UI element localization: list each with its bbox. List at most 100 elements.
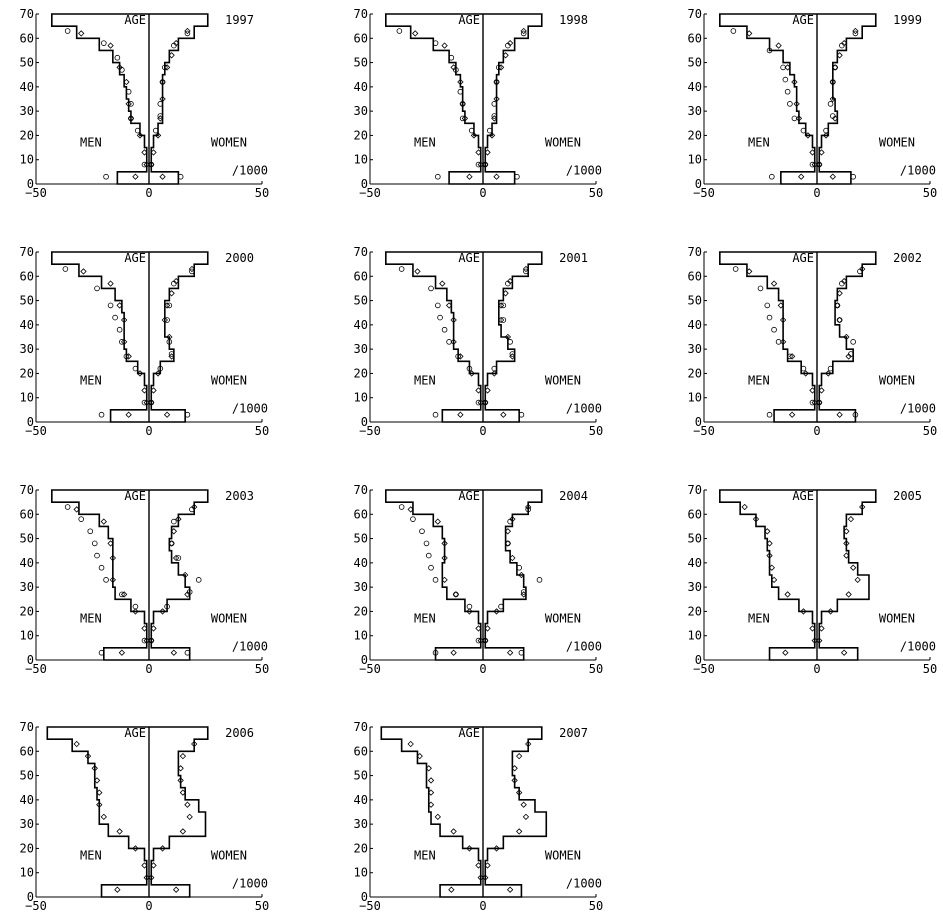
diamond-marker [466, 608, 473, 615]
circle-marker [434, 302, 441, 309]
diamond-marker [484, 862, 491, 869]
diamond-marker [518, 571, 525, 579]
y-tick-label: 10 [354, 153, 368, 167]
unit-label: /1000 [900, 639, 936, 653]
circle-marker [134, 127, 141, 134]
circle-marker [730, 28, 737, 34]
unit-label: /1000 [566, 639, 602, 653]
x-tick-label: 0 [479, 424, 486, 438]
age-label: AGE [458, 726, 480, 740]
x-tick-label: −50 [25, 186, 47, 200]
circle-marker [491, 101, 498, 107]
y-tick-label: 10 [688, 629, 702, 643]
diamond-marker [520, 801, 527, 808]
circle-marker [764, 302, 771, 309]
diamond-marker [434, 813, 441, 821]
diamond-marker [407, 740, 414, 748]
circle-marker [157, 113, 164, 119]
y-tick-label: 30 [20, 342, 34, 356]
y-tick-label: 60 [354, 744, 368, 758]
circle-marker [475, 161, 482, 168]
diamond-marker [120, 338, 128, 346]
diamond-marker [836, 290, 843, 297]
diamond-marker [148, 637, 155, 644]
diamond-marker [450, 338, 457, 346]
diamond-marker [843, 528, 850, 535]
diamond-marker [818, 149, 825, 156]
diamond-marker [143, 161, 150, 168]
unit-label: /1000 [232, 876, 268, 890]
x-tick-label: 50 [255, 662, 269, 676]
diamond-marker [849, 564, 857, 571]
diamond-marker [500, 411, 507, 418]
diamond-marker [497, 316, 505, 324]
circle-marker [396, 28, 403, 34]
circle-marker [116, 326, 123, 333]
y-tick-label: 0 [361, 415, 368, 429]
diamond-marker [822, 132, 830, 139]
circle-marker [459, 115, 466, 122]
year-label: 1999 [893, 13, 922, 27]
diamond-marker [816, 637, 823, 644]
circle-marker [766, 314, 773, 321]
diamond-marker [470, 132, 478, 139]
diamond-marker [811, 161, 818, 168]
diamond-marker [168, 290, 175, 297]
diamond-marker [170, 649, 178, 656]
diamond-marker [141, 625, 148, 632]
diamond-marker [96, 801, 103, 808]
diamond-marker [441, 540, 448, 547]
men-step-line [380, 726, 483, 898]
diamond-marker [114, 886, 121, 893]
diamond-marker [777, 302, 785, 309]
circle-marker [809, 399, 816, 406]
circle-marker [189, 268, 195, 275]
diamond-marker [515, 789, 523, 796]
y-tick-label: 10 [20, 391, 34, 405]
diamond-marker [172, 39, 180, 47]
diamond-marker [161, 316, 168, 324]
women-step-line [483, 13, 543, 185]
circle-marker [536, 577, 543, 583]
unit-label: /1000 [900, 401, 936, 415]
circle-marker [410, 516, 416, 522]
y-tick-label: 70 [354, 720, 368, 734]
y-tick-label: 50 [20, 769, 34, 783]
circle-marker [516, 564, 522, 571]
women-step-line [483, 489, 543, 661]
diamond-marker [509, 515, 516, 523]
diamond-marker [779, 338, 787, 346]
y-tick-label: 70 [20, 7, 34, 21]
circle-marker [500, 302, 507, 309]
men-step-line [51, 13, 149, 185]
circle-marker [432, 40, 439, 46]
men-step-line [46, 726, 149, 898]
circle-marker [123, 353, 130, 360]
year-label: 2004 [559, 489, 588, 503]
age-label: AGE [792, 251, 814, 265]
year-label: 2007 [559, 726, 588, 740]
circle-marker [132, 365, 139, 372]
diamond-marker [427, 801, 435, 808]
unit-label: /1000 [232, 401, 268, 415]
diamond-marker [520, 27, 527, 35]
diamond-marker [829, 95, 836, 103]
circle-marker [398, 504, 405, 510]
diamond-marker [497, 302, 505, 309]
circle-marker [453, 591, 459, 598]
diamond-marker [159, 608, 166, 615]
diamond-marker [141, 862, 148, 869]
y-tick-label: 30 [20, 580, 34, 594]
x-tick-label: 0 [479, 186, 486, 200]
y-tick-label: 70 [688, 7, 702, 21]
diamond-marker [852, 27, 859, 35]
y-tick-label: 10 [688, 391, 702, 405]
age-label: AGE [124, 251, 146, 265]
diamond-marker [766, 552, 773, 559]
circle-marker [434, 173, 441, 180]
diamond-marker [482, 399, 489, 406]
x-tick-label: 50 [923, 424, 937, 438]
